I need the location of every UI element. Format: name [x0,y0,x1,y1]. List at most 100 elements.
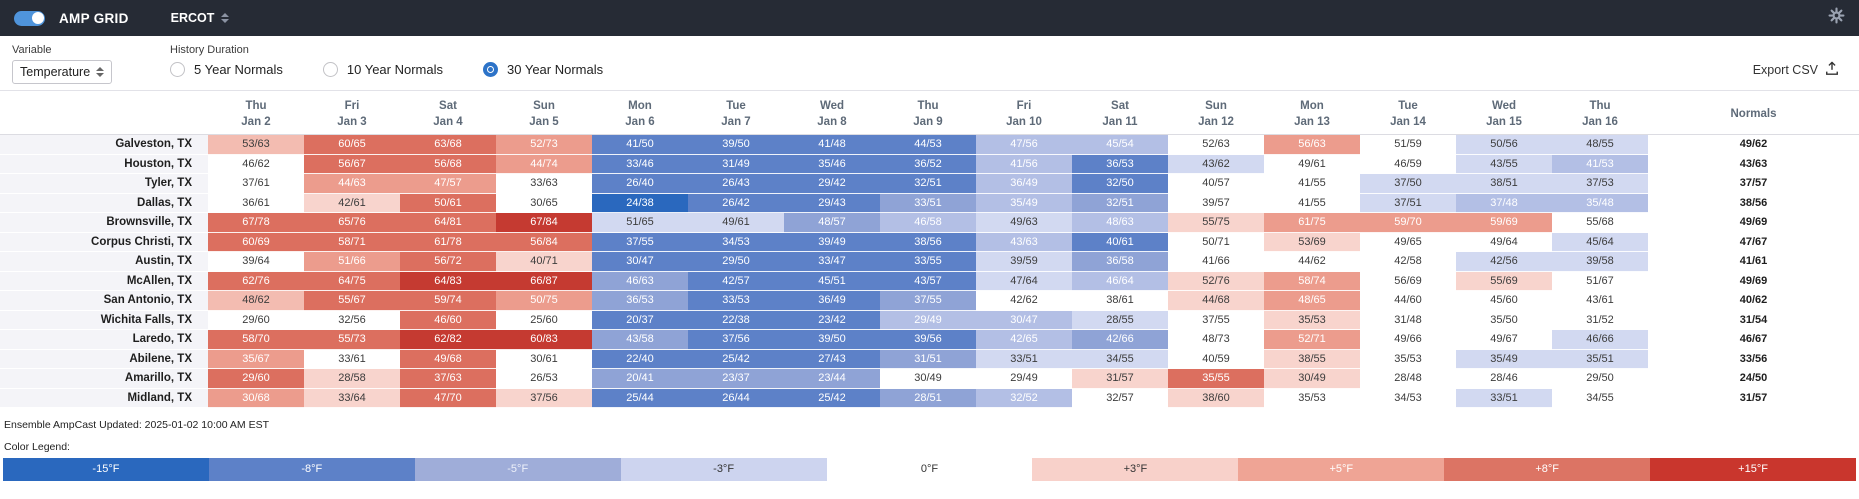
header-day: Sat Jan 4 [400,91,496,134]
forecast-cell: 31/48 [1360,310,1456,330]
forecast-cell: 42/66 [1072,330,1168,350]
history-options: 5 Year Normals 10 Year Normals 30 Year Nor… [170,62,603,77]
header-day-name: Wed [1491,100,1517,112]
forecast-cell: 23/42 [784,310,880,330]
forecast-cell: 50/71 [1168,232,1264,252]
region-select[interactable]: ERCOT [171,11,230,25]
city-label: San Antonio, TX [0,291,208,311]
forecast-cell: 44/68 [1168,291,1264,311]
forecast-cell: 49/61 [1264,154,1360,174]
variable-group: Variable Temperature [12,44,112,84]
forecast-cell: 28/58 [304,369,400,389]
normals-cell: 24/50 [1648,369,1859,389]
forecast-cell: 66/87 [496,271,592,291]
variable-select[interactable]: Temperature [12,60,112,84]
table-row: Laredo, TX 58/70 55/73 62/82 60/83 43/58 37/56… [0,330,1859,350]
power-toggle[interactable] [14,10,45,26]
forecast-cell: 23/37 [688,369,784,389]
normals-cell: 46/67 [1648,330,1859,350]
header-day-date: Jan 15 [1486,116,1522,129]
forecast-cell: 41/55 [1264,174,1360,194]
header-day-date: Jan 8 [817,116,847,129]
header-day-date: Jan 13 [1294,116,1330,129]
header-day: Thu Jan 2 [208,91,304,134]
forecast-cell: 51/66 [304,252,400,272]
forecast-cell: 30/47 [592,252,688,272]
forecast-cell: 29/60 [208,310,304,330]
forecast-cell: 52/73 [496,135,592,155]
table-row: Abilene, TX 35/67 33/61 49/68 30/61 22/40 25/4… [0,349,1859,369]
forecast-cell: 55/68 [1552,213,1648,233]
settings-button[interactable] [1828,7,1845,29]
forecast-cell: 40/59 [1168,349,1264,369]
radio-5-year-normals[interactable]: 5 Year Normals [170,62,283,77]
updown-arrows-icon [96,67,104,77]
forecast-cell: 47/70 [400,388,496,408]
forecast-cell: 67/78 [208,213,304,233]
normals-cell: 40/62 [1648,291,1859,311]
radio-circle[interactable] [170,62,185,77]
radio-circle[interactable] [322,62,338,77]
forecast-cell: 62/76 [208,271,304,291]
table-row: Wichita Falls, TX 29/60 32/56 46/60 25/60 20/… [0,310,1859,330]
forecast-cell: 48/65 [1264,291,1360,311]
forecast-cell: 35/49 [1456,349,1552,369]
forecast-cell: 24/38 [592,193,688,213]
forecast-cell: 41/66 [1168,252,1264,272]
forecast-cell: 39/50 [784,330,880,350]
forecast-cell: 34/55 [1552,388,1648,408]
forecast-cell: 52/76 [1168,271,1264,291]
toggle-knob [31,12,44,24]
header-day-date: Jan 16 [1582,116,1618,129]
forecast-cell: 25/42 [784,388,880,408]
forecast-cell: 37/55 [880,291,976,311]
city-label: Houston, TX [0,154,208,174]
header-day-name: Tue [726,100,746,112]
header-day: Mon Jan 13 [1264,91,1360,134]
forecast-cell: 32/57 [1072,388,1168,408]
forecast-cell: 51/59 [1360,135,1456,155]
forecast-cell: 38/55 [1264,349,1360,369]
forecast-cell: 33/51 [880,193,976,213]
radio-circle[interactable] [483,62,499,77]
forecast-cell: 29/60 [208,369,304,389]
table-row: San Antonio, TX 48/62 55/67 59/74 50/75 36/53… [0,291,1859,311]
header-day: Sun Jan 12 [1168,91,1264,134]
forecast-cell: 33/46 [592,154,688,174]
forecast-cell: 36/49 [784,291,880,311]
normals-cell: 31/57 [1648,388,1859,408]
forecast-cell: 39/59 [976,252,1072,272]
forecast-cell: 38/60 [1168,388,1264,408]
forecast-cell: 43/55 [1456,154,1552,174]
forecast-cell: 49/64 [1456,232,1552,252]
header-day-name: Fri [344,100,360,112]
radio-10-year-normals[interactable]: 10 Year Normals [322,62,443,77]
forecast-cell: 49/61 [688,213,784,233]
updown-arrows-icon [221,13,230,23]
header-day: Fri Jan 3 [304,91,400,134]
forecast-cell: 48/57 [784,213,880,233]
forecast-cell: 67/84 [496,213,592,233]
forecast-cell: 51/67 [1552,271,1648,291]
forecast-cell: 49/68 [400,349,496,369]
legend-segment: -5°F [414,458,621,481]
normals-cell: 41/61 [1648,252,1859,272]
table-row: Brownsville, TX 67/78 65/76 64/81 67/84 51/65… [0,213,1859,233]
city-label: Dallas, TX [0,193,208,213]
export-csv-button[interactable]: Export CSV [1753,61,1839,79]
export-csv-label: Export CSV [1752,63,1818,77]
header-day: Wed Jan 15 [1456,91,1552,134]
forecast-cell: 44/62 [1264,252,1360,272]
city-label: Tyler, TX [0,174,208,194]
city-label: Galveston, TX [0,135,208,155]
header-day-name: Thu [917,100,939,112]
header-day: Sun Jan 5 [496,91,592,134]
forecast-cell: 56/72 [400,252,496,272]
forecast-cell: 42/57 [688,271,784,291]
table-row: Midland, TX 30/68 33/64 47/70 37/56 25/44 26/4… [0,388,1859,408]
radio-30-year-normals[interactable]: 30 Year Normals [483,62,603,77]
legend-segment: -8°F [208,458,415,481]
forecast-cell: 35/53 [1264,388,1360,408]
forecast-cell: 56/84 [496,232,592,252]
header-day-date: Jan 2 [241,116,271,129]
